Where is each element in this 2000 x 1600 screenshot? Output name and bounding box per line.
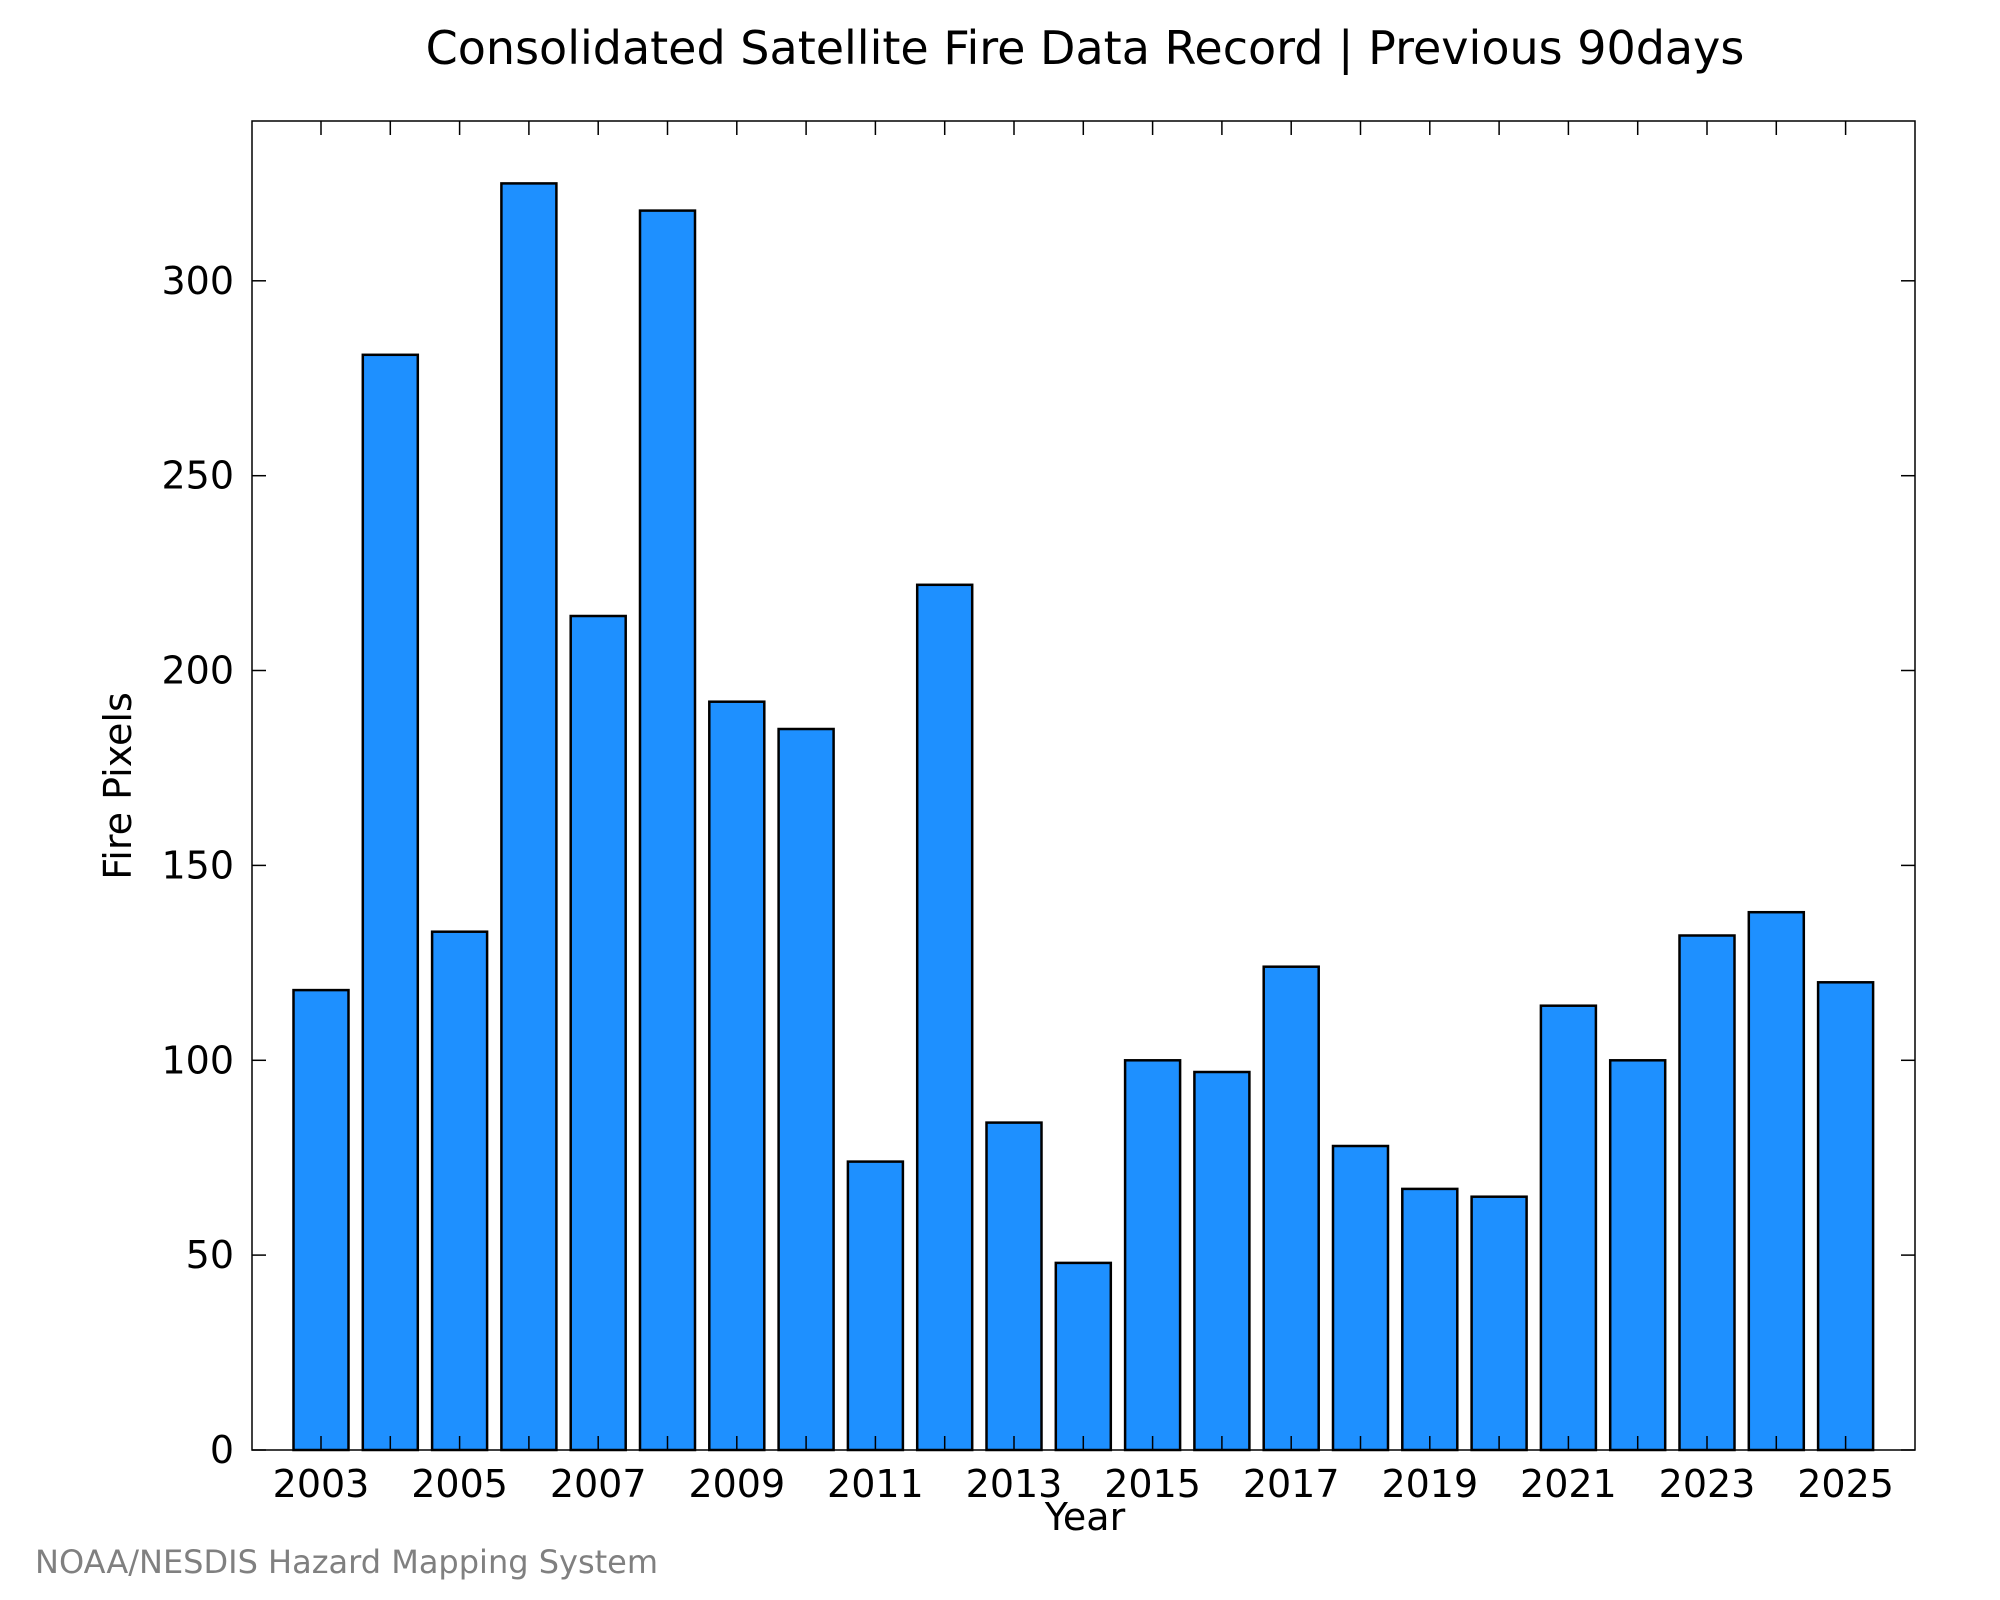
bar-2017 [1262, 965, 1320, 1452]
bar-2005 [430, 930, 489, 1452]
bar-2009 [708, 700, 766, 1452]
credit-text: NOAA/NESDIS Hazard Mapping System [35, 1543, 658, 1581]
chart-title: Consolidated Satellite Fire Data Record … [426, 21, 1745, 76]
x-tick-label: 2019 [1381, 1462, 1478, 1506]
bars-group [292, 182, 1875, 1452]
y-tick-label: 150 [161, 843, 234, 887]
x-tick-label: 2013 [966, 1462, 1063, 1506]
x-tick-label: 2011 [827, 1462, 924, 1506]
bar-2015 [1123, 1059, 1182, 1452]
x-tick-label: 2017 [1243, 1462, 1340, 1506]
bar-2004 [361, 353, 420, 1452]
bar-2019 [1401, 1187, 1459, 1452]
bar-2010 [777, 727, 835, 1452]
bar-2020 [1470, 1195, 1528, 1452]
x-tick-label: 2015 [1104, 1462, 1201, 1506]
bar-2025 [1816, 981, 1875, 1452]
bar-2018 [1331, 1144, 1390, 1452]
x-tick-label: 2009 [688, 1462, 785, 1506]
x-tick-label: 2025 [1797, 1462, 1894, 1506]
x-tick-label: 2005 [411, 1462, 508, 1506]
x-tick-label: 2023 [1659, 1462, 1756, 1506]
x-tick-label: 2007 [550, 1462, 647, 1506]
y-tick-label: 50 [186, 1233, 234, 1277]
bar-2021 [1539, 1004, 1598, 1452]
bar-2022 [1608, 1059, 1667, 1452]
bar-2007 [569, 614, 627, 1452]
y-tick-label: 100 [161, 1038, 234, 1082]
x-tick-label: 2003 [273, 1462, 370, 1506]
bar-2006 [500, 182, 558, 1452]
bar-2024 [1747, 910, 1806, 1452]
bar-2012 [915, 583, 974, 1452]
x-axis-label: Year [1044, 1495, 1126, 1539]
y-tick-label: 250 [161, 454, 234, 498]
y-tick-label: 0 [210, 1428, 234, 1472]
bar-2013 [985, 1121, 1043, 1452]
y-tick-label: 300 [161, 259, 234, 303]
bar-2016 [1193, 1070, 1251, 1452]
bar-2014 [1054, 1261, 1113, 1452]
y-tick-label: 200 [161, 649, 234, 693]
bar-2003 [292, 988, 350, 1452]
y-axis-label: Fire Pixels [96, 692, 140, 880]
bar-2008 [638, 209, 697, 1452]
bar-2011 [846, 1160, 905, 1452]
bar-2023 [1678, 934, 1736, 1452]
ticks-group: 0 50 100 150 200 250 300 2003 2005 2007 2009 2011 20… [161, 121, 1915, 1506]
x-tick-label: 2021 [1520, 1462, 1617, 1506]
